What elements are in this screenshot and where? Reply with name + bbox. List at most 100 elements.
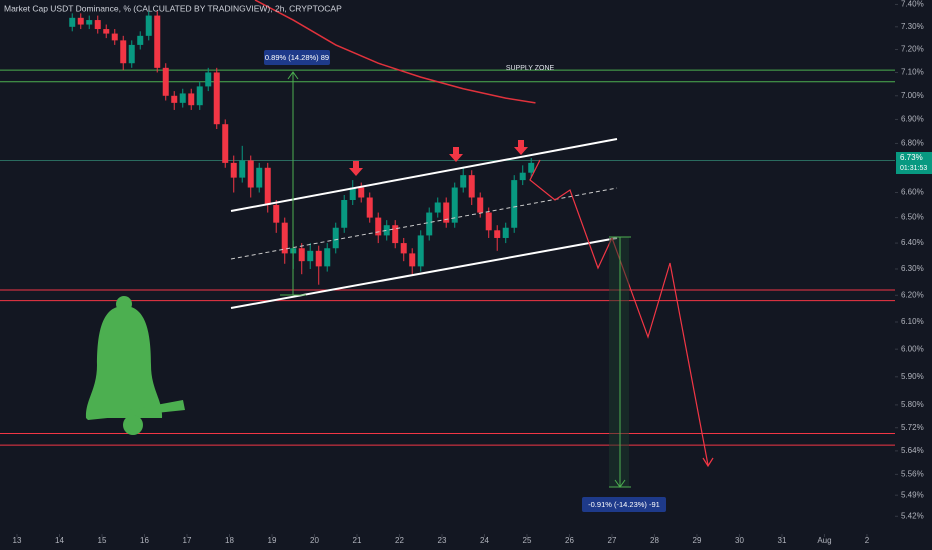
- y-tick-label: 6.80%: [901, 139, 924, 148]
- candle-body: [94, 20, 101, 30]
- candle-body: [358, 187, 365, 198]
- candle-body: [298, 248, 305, 262]
- candle-body: [188, 93, 195, 106]
- x-tick-label: 22: [395, 536, 404, 545]
- y-tick-label: 5.90%: [901, 372, 924, 381]
- channel-mid: [230, 187, 618, 260]
- candle-body: [205, 72, 212, 87]
- measure-label-box: [582, 497, 666, 512]
- candle-body: [103, 29, 110, 34]
- x-tick-label: 20: [310, 536, 319, 545]
- bell-body: [85, 306, 163, 418]
- projection-arrowhead: [702, 457, 714, 468]
- measure-label: -0.91% (-14.23%) -91: [588, 500, 660, 509]
- down-arrow: [349, 161, 363, 176]
- x-tick-label: 15: [98, 536, 107, 545]
- candle-body: [222, 124, 229, 163]
- bell-rim: [86, 400, 185, 420]
- candle-body: [392, 225, 399, 244]
- x-tick-label: Aug: [817, 536, 831, 545]
- candle-body: [69, 17, 76, 27]
- y-tick-label: 7.00%: [901, 91, 924, 100]
- x-tick-label: 27: [608, 536, 617, 545]
- candle-body: [128, 44, 135, 64]
- y-tick-label: 6.90%: [901, 115, 924, 124]
- last-price-tag: [896, 152, 932, 174]
- candle-body: [417, 235, 424, 267]
- measure-shade: [609, 237, 629, 487]
- candle-body: [162, 67, 169, 96]
- x-tick-label: 21: [353, 536, 362, 545]
- candle-body: [409, 253, 416, 267]
- y-tick-label: 7.20%: [901, 45, 924, 54]
- supply-zone-label: SUPPLY ZONE: [506, 65, 555, 72]
- y-tick-label: 6.60%: [901, 188, 924, 197]
- y-tick-label: 5.49%: [901, 490, 924, 499]
- candle-body: [145, 15, 152, 36]
- candle-body: [213, 72, 220, 125]
- candle-body: [485, 212, 492, 231]
- y-tick-label: 6.00%: [901, 344, 924, 353]
- candle-body: [477, 197, 484, 213]
- y-tick-label: 6.10%: [901, 317, 924, 326]
- candle-body: [341, 199, 348, 228]
- candle-body: [120, 40, 127, 64]
- candle-body: [426, 212, 433, 236]
- last-price: 6.73%: [900, 153, 923, 162]
- candle-body: [256, 167, 263, 188]
- arrow-markers: [349, 140, 528, 176]
- price-axis: [895, 0, 932, 550]
- candle-body: [366, 197, 373, 218]
- x-tick-label: 19: [268, 536, 277, 545]
- candle-body: [332, 227, 339, 249]
- candle-body: [273, 205, 280, 223]
- candle-body: [111, 33, 118, 41]
- x-tick-label: 13: [13, 536, 22, 545]
- x-tick-label: 31: [778, 536, 787, 545]
- x-tick-label: 14: [55, 536, 64, 545]
- candle-body: [281, 222, 288, 254]
- candle-body: [86, 20, 93, 25]
- y-tick-label: 7.10%: [901, 68, 924, 77]
- candle-body: [349, 187, 356, 200]
- candle-body: [77, 17, 84, 25]
- x-tick-label: 24: [480, 536, 489, 545]
- candle-body: [171, 95, 178, 103]
- bell-clapper: [123, 415, 143, 435]
- x-tick-label: 2: [865, 536, 870, 545]
- chart-title: Market Cap USDT Dominance, % (CALCULATED…: [4, 3, 342, 13]
- candle-body: [324, 248, 331, 267]
- candle-body: [307, 250, 314, 262]
- projection-path: [529, 159, 709, 466]
- candle-body: [502, 227, 509, 238]
- measure-label-box: [264, 50, 330, 65]
- x-tick-label: 18: [225, 536, 234, 545]
- candle-body: [434, 202, 441, 213]
- y-tick-label: 5.42%: [901, 511, 924, 520]
- candle-body: [375, 217, 382, 236]
- x-tick-label: 23: [438, 536, 447, 545]
- candle-body: [264, 167, 271, 206]
- candle-body: [247, 160, 254, 188]
- candle-body: [511, 180, 518, 228]
- y-tick-label: 5.80%: [901, 400, 924, 409]
- y-tick-label: 6.20%: [901, 290, 924, 299]
- y-tick-label: 5.56%: [901, 469, 924, 478]
- y-tick-label: 7.30%: [901, 22, 924, 31]
- x-tick-label: 16: [140, 536, 149, 545]
- candle-body: [528, 162, 535, 173]
- x-tick-label: 29: [693, 536, 702, 545]
- candle-body: [494, 230, 501, 238]
- y-tick-label: 7.40%: [901, 0, 924, 9]
- y-tick-label: 6.50%: [901, 213, 924, 222]
- candle-body: [519, 172, 526, 181]
- x-tick-label: 26: [565, 536, 574, 545]
- bell-icon: [85, 296, 185, 435]
- down-arrow: [514, 140, 528, 155]
- candle-body: [154, 15, 161, 68]
- moving-average: [254, 0, 536, 104]
- candle-body: [460, 175, 467, 188]
- candle-body: [239, 160, 246, 178]
